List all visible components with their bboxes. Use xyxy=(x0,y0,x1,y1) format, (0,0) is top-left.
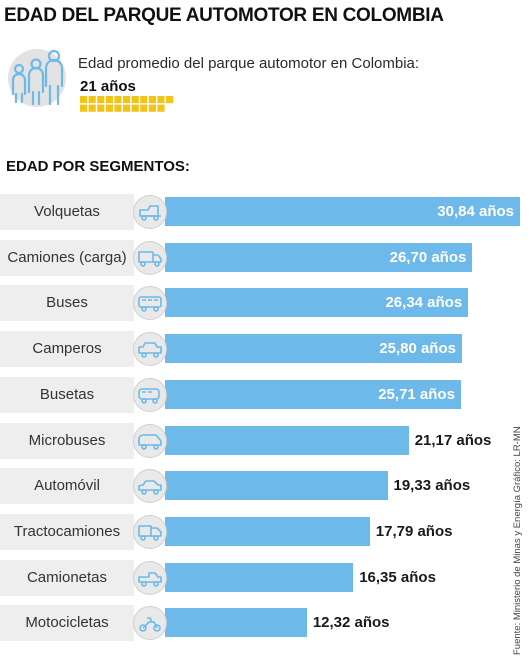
bar xyxy=(165,197,520,226)
bar-row: Camperos 25,80 años xyxy=(0,331,530,367)
microbus-icon xyxy=(133,424,167,458)
waffle-square xyxy=(88,104,96,112)
waffle-square xyxy=(131,104,139,112)
bar-value-label: 16,35 años xyxy=(359,569,436,586)
category-label: Camperos xyxy=(32,340,102,357)
bar-row: Motocicletas 12,32 años xyxy=(0,605,530,641)
waffle-square xyxy=(166,96,174,104)
motorcycle-icon xyxy=(133,606,167,640)
average-age-waffle xyxy=(80,96,174,112)
waffle-square xyxy=(97,96,105,104)
category-label: Microbuses xyxy=(28,432,106,449)
category-label-background xyxy=(0,194,134,230)
bar xyxy=(165,243,473,272)
average-age-value: 21 años xyxy=(80,78,136,95)
category-label: Camiones (carga) xyxy=(7,249,127,266)
category-label-background xyxy=(0,423,134,459)
waffle-square xyxy=(131,96,139,104)
cargo-truck-icon xyxy=(133,241,167,275)
segments-title: EDAD POR SEGMENTOS: xyxy=(6,158,190,175)
waffle-square xyxy=(157,96,165,104)
jeep-icon xyxy=(133,332,167,366)
bar xyxy=(165,517,370,546)
category-label-background xyxy=(0,605,134,641)
bar-row: Camiones (carga) 26,70 años xyxy=(0,240,530,276)
waffle-square xyxy=(140,104,148,112)
car-icon xyxy=(133,469,167,503)
category-label-background xyxy=(0,331,134,367)
waffle-square xyxy=(157,104,165,112)
minibus-icon xyxy=(133,378,167,412)
bar-value-label: 30,84 años xyxy=(437,203,514,220)
waffle-square xyxy=(88,96,96,104)
category-label-background xyxy=(0,468,134,504)
average-age-label: Edad promedio del parque automotor en Co… xyxy=(78,55,420,72)
bar xyxy=(165,288,469,317)
bar-value-label: 12,32 años xyxy=(312,614,390,631)
bar-row: Automóvil 19,33 años xyxy=(0,468,530,504)
bar xyxy=(165,426,409,455)
category-label-background xyxy=(0,240,134,276)
waffle-square xyxy=(148,104,156,112)
source-credit: Fuente: Ministerio de Minas y Energía Gr… xyxy=(512,426,523,655)
bar-value-label: 26,34 años xyxy=(385,294,463,311)
bar xyxy=(165,471,388,500)
waffle-square xyxy=(123,96,131,104)
bar-row: Busetas 25,71 años xyxy=(0,377,530,413)
category-label-background xyxy=(0,377,134,413)
bar-row: Camionetas 16,35 años xyxy=(0,560,530,596)
bar-value-label: 21,17 años xyxy=(414,432,492,449)
pickup-icon xyxy=(133,561,167,595)
category-label: Busetas xyxy=(39,386,95,403)
bar-row: Tractocamiones 17,79 años xyxy=(0,514,530,550)
waffle-square xyxy=(80,96,88,104)
waffle-square xyxy=(140,96,148,104)
waffle-square xyxy=(105,104,113,112)
bar-row: Microbuses 21,17 años xyxy=(0,423,530,459)
tractor-truck-icon xyxy=(133,515,167,549)
waffle-square xyxy=(123,104,131,112)
dump-truck-icon xyxy=(133,195,167,229)
bar xyxy=(165,608,307,637)
bar xyxy=(165,334,462,363)
waffle-square xyxy=(97,104,105,112)
category-label: Camionetas xyxy=(26,569,108,586)
category-label: Motocicletas xyxy=(25,614,109,631)
waffle-square xyxy=(114,96,122,104)
category-label-background xyxy=(0,560,134,596)
bar-value-label: 26,70 años xyxy=(389,249,467,266)
waffle-square xyxy=(114,104,122,112)
category-label: Automóvil xyxy=(34,477,100,494)
bar-row: Volquetas 30,84 años xyxy=(0,194,530,230)
waffle-square xyxy=(80,104,88,112)
bus-icon xyxy=(133,286,167,320)
bar-value-label: 19,33 años xyxy=(393,477,471,494)
category-label-background xyxy=(0,285,134,321)
chart-title: EDAD DEL PARQUE AUTOMOTOR EN COLOMBIA xyxy=(4,5,444,26)
category-label: Tractocamiones xyxy=(13,523,121,540)
waffle-square xyxy=(148,96,156,104)
category-label-background xyxy=(0,514,134,550)
category-label: Volquetas xyxy=(34,203,100,220)
bar-value-label: 25,80 años xyxy=(379,340,456,357)
waffle-square xyxy=(105,96,113,104)
category-label: Buses xyxy=(46,294,88,311)
bar-value-label: 17,79 años xyxy=(375,523,453,540)
bar-value-label: 25,71 años xyxy=(378,386,455,403)
bar xyxy=(165,563,354,592)
bar-row: Buses 26,34 años xyxy=(0,285,530,321)
bar xyxy=(165,380,461,409)
family-icon xyxy=(8,49,66,107)
